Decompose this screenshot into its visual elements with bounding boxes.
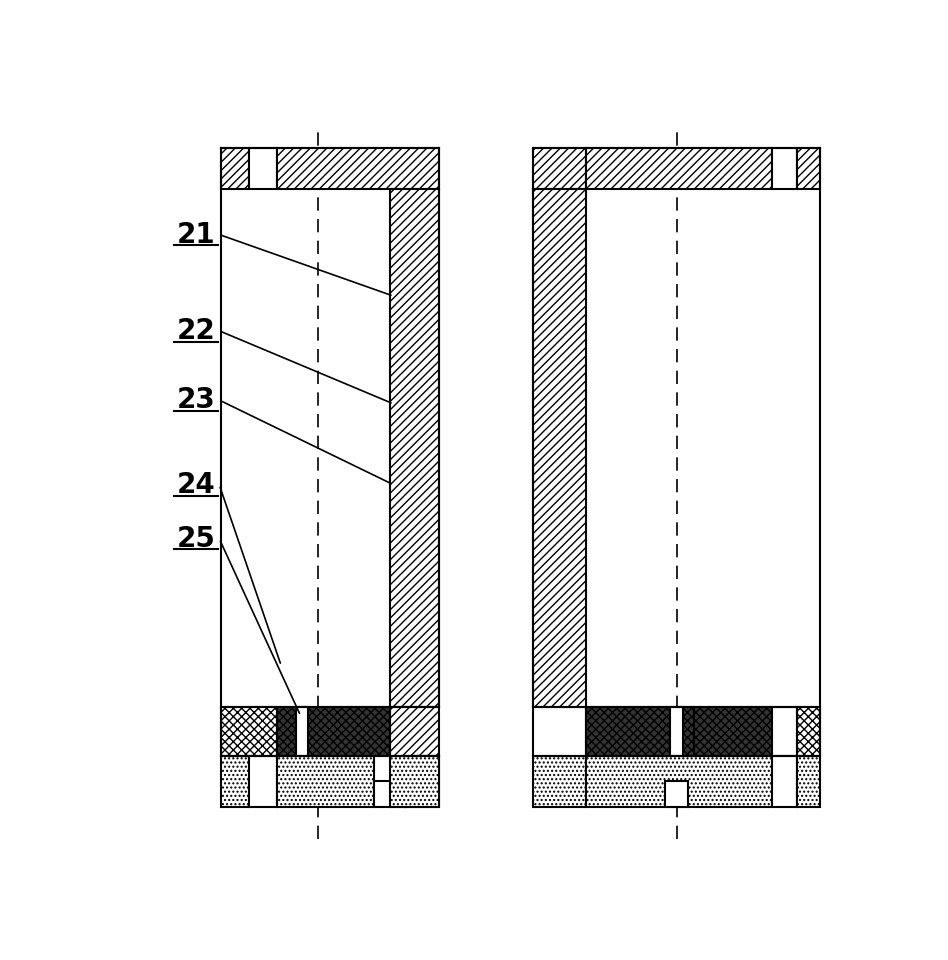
Text: 24: 24	[176, 470, 215, 499]
Bar	[278, 707, 304, 756]
Bar	[405, 756, 439, 806]
Bar	[221, 707, 278, 756]
Text: 23: 23	[176, 386, 215, 414]
Bar	[694, 707, 772, 756]
Bar	[772, 756, 796, 806]
Bar	[278, 148, 439, 189]
Bar	[533, 756, 586, 806]
Bar	[374, 781, 405, 806]
Bar	[772, 707, 796, 756]
Bar	[670, 707, 683, 756]
Bar	[533, 148, 586, 189]
Bar	[296, 707, 308, 756]
Bar	[586, 707, 694, 756]
Bar	[221, 189, 390, 707]
Bar	[586, 148, 772, 189]
Bar	[304, 707, 390, 756]
Bar	[390, 756, 439, 806]
Bar	[796, 756, 820, 806]
Text: 22: 22	[176, 317, 215, 345]
Text: 21: 21	[176, 221, 215, 249]
Bar	[533, 189, 586, 707]
Bar	[796, 707, 820, 756]
Bar	[221, 148, 248, 189]
Bar	[586, 189, 820, 707]
Text: 25: 25	[176, 525, 215, 553]
Bar	[665, 781, 688, 806]
Bar	[221, 756, 248, 806]
Bar	[248, 148, 278, 189]
Bar	[278, 756, 374, 806]
Bar	[390, 189, 439, 707]
Bar	[796, 148, 820, 189]
Bar	[248, 756, 278, 806]
Bar	[772, 148, 796, 189]
Bar	[390, 707, 439, 756]
Bar	[586, 756, 772, 806]
